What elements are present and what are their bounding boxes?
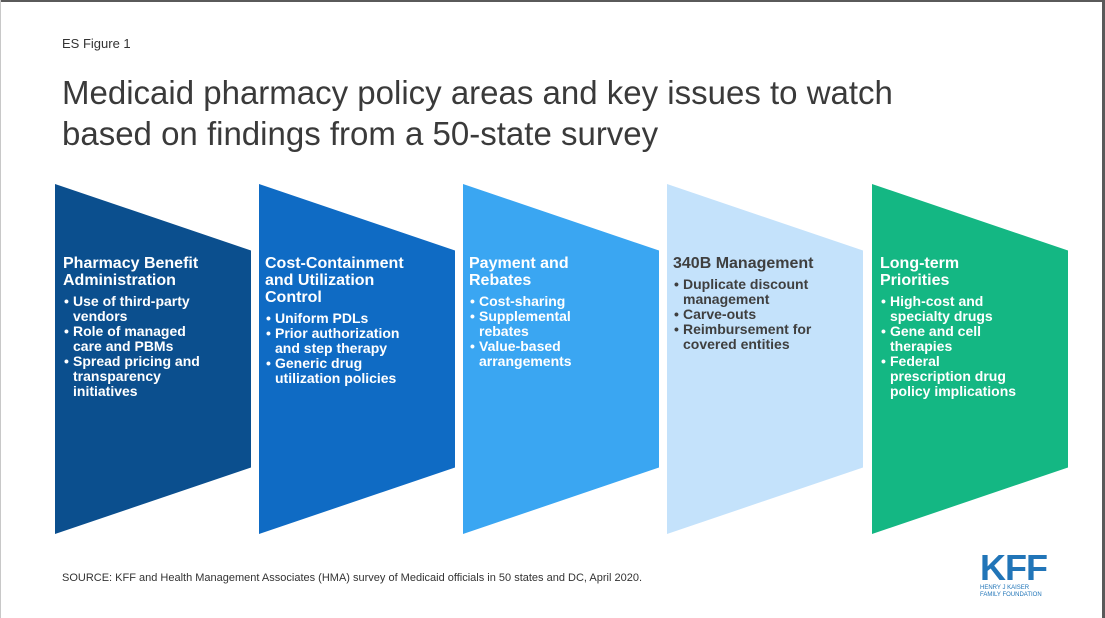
chevron-title-line: Cost-Containment: [265, 255, 404, 272]
chevron-title-line: Long-term: [880, 255, 960, 272]
issue-line: initiatives: [73, 383, 138, 399]
issue-item: Uniform PDLs: [265, 310, 445, 327]
figure-label: ES Figure 1: [62, 36, 131, 51]
issue-line: covered entities: [683, 336, 790, 352]
issue-line: Value-based: [479, 338, 561, 354]
chevron-title-line: Rebates: [469, 272, 532, 289]
chevron-title-line: 340B Management: [673, 255, 814, 272]
chevron-content: Payment and Rebates Cost-sharing Supplem…: [469, 255, 649, 369]
issue-line: High-cost and: [890, 293, 984, 309]
issue-line: management: [683, 291, 770, 307]
issue-line: Generic drug: [275, 355, 363, 371]
chevron-issue-list: High-cost and specialty drugs Gene and c…: [880, 294, 1060, 399]
issue-item: Reimbursement for covered entities: [673, 322, 853, 352]
issue-line: Carve-outs: [683, 306, 757, 322]
chevron-title: Payment and Rebates: [469, 255, 649, 289]
issue-line: Prior authorization: [275, 325, 400, 341]
chevron-title-line: Payment and: [469, 255, 569, 272]
issue-line: arrangements: [479, 353, 572, 369]
chevron-content: Pharmacy Benefit Administration Use of t…: [63, 255, 243, 399]
issue-item: Gene and cell therapies: [880, 324, 1060, 354]
issue-item: Generic drug utilization policies: [265, 356, 445, 386]
issue-item: Spread pricing and transparency initiati…: [63, 354, 243, 399]
logo-mark: KFF: [980, 547, 1048, 588]
logo-subtitle-line: FAMILY FOUNDATION: [980, 592, 1042, 598]
chevron-title: Pharmacy Benefit Administration: [63, 255, 243, 289]
issue-line: and step therapy: [275, 340, 388, 356]
chevron-content: 340B Management Duplicate discount manag…: [673, 255, 853, 352]
issue-item: Use of third-party vendors: [63, 294, 243, 324]
issue-line: Cost-sharing: [479, 293, 566, 309]
frame-right-border: [1102, 0, 1105, 618]
issue-line: Federal: [890, 353, 940, 369]
chevron-title: Cost-Containment and Utilization Control: [265, 255, 445, 306]
chevron-title: 340B Management: [673, 255, 853, 272]
issue-line: Use of third-party: [73, 293, 190, 309]
chevron-long-term-priorities: Long-term Priorities High-cost and speci…: [872, 184, 1068, 534]
chevron-title-line: Priorities: [880, 272, 950, 289]
issue-line: policy implications: [890, 383, 1017, 399]
issue-line: therapies: [890, 338, 953, 354]
chevron-title-line: Control: [265, 289, 322, 306]
source-note: SOURCE: KFF and Health Management Associ…: [62, 572, 642, 584]
chevron-issue-list: Duplicate discount management Carve-outs…: [673, 277, 853, 352]
chevron-title-line: and Utilization: [265, 272, 375, 289]
issue-item: Supplemental rebates: [469, 309, 649, 339]
issue-item: Duplicate discount management: [673, 277, 853, 307]
issue-line: Uniform PDLs: [275, 310, 369, 326]
issue-line: care and PBMs: [73, 338, 174, 354]
issue-line: vendors: [73, 308, 128, 324]
issue-item: Carve-outs: [673, 306, 853, 323]
chevron-content: Cost-Containment and Utilization Control…: [265, 255, 445, 386]
chevron-issue-list: Use of third-party vendors Role of manag…: [63, 294, 243, 399]
issue-item: Cost-sharing: [469, 293, 649, 310]
chevron-issue-list: Cost-sharing Supplemental rebates Value-…: [469, 294, 649, 369]
issue-item: Role of managed care and PBMs: [63, 324, 243, 354]
issue-item: Value-based arrangements: [469, 339, 649, 369]
logo-subtitle-line: HENRY J KAISER: [980, 585, 1030, 591]
issue-line: specialty drugs: [890, 308, 993, 324]
issue-line: transparency: [73, 368, 161, 384]
issue-line: prescription drug: [890, 368, 1006, 384]
issue-line: Duplicate discount: [683, 276, 809, 292]
issue-line: Spread pricing and: [73, 353, 200, 369]
chevron-content: Long-term Priorities High-cost and speci…: [880, 255, 1060, 399]
chevron-pharmacy-benefit-administration: Pharmacy Benefit Administration Use of t…: [55, 184, 251, 534]
title-line: Medicaid pharmacy policy areas and key i…: [62, 74, 893, 111]
chevron-340b-management: 340B Management Duplicate discount manag…: [667, 184, 863, 534]
chevron-issue-list: Uniform PDLs Prior authorization and ste…: [265, 311, 445, 386]
chevron-payment-and-rebates: Payment and Rebates Cost-sharing Supplem…: [463, 184, 659, 534]
issue-line: Supplemental: [479, 308, 571, 324]
issue-line: Role of managed: [73, 323, 186, 339]
kff-logo: KFF HENRY J KAISER FAMILY FOUNDATION: [980, 547, 1068, 599]
chevron-title-line: Administration: [63, 272, 176, 289]
chevron-cost-containment: Cost-Containment and Utilization Control…: [259, 184, 455, 534]
chevron-title: Long-term Priorities: [880, 255, 1060, 289]
issue-line: Gene and cell: [890, 323, 982, 339]
issue-item: Federal prescription drug policy implica…: [880, 354, 1060, 399]
chevron-title-line: Pharmacy Benefit: [63, 255, 199, 272]
issue-line: utilization policies: [275, 370, 397, 386]
issue-line: rebates: [479, 323, 529, 339]
page-title: Medicaid pharmacy policy areas and key i…: [62, 72, 1042, 154]
issue-item: Prior authorization and step therapy: [265, 326, 445, 356]
issue-item: High-cost and specialty drugs: [880, 294, 1060, 324]
frame-left-border: [0, 0, 1, 618]
title-line: based on findings from a 50-state survey: [62, 115, 659, 152]
frame-top-border: [0, 0, 1105, 2]
issue-line: Reimbursement for: [683, 321, 812, 337]
